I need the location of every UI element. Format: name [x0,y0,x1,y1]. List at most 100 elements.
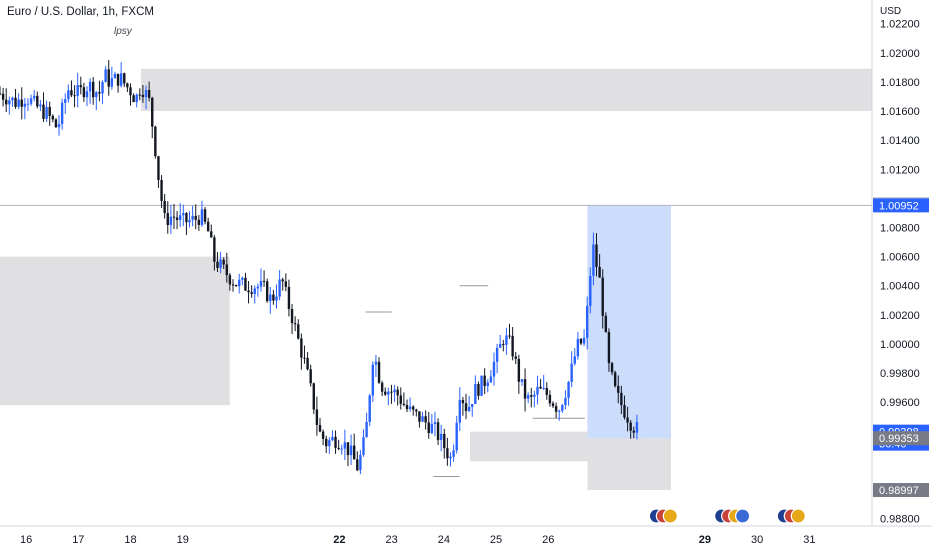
candle [234,284,238,287]
candle [561,404,564,413]
candle [526,392,530,404]
candle [328,437,331,454]
y-tick-label: 1.02200 [880,19,920,31]
zone-3 [587,438,671,491]
candle [265,278,269,303]
candle [349,434,353,465]
y-tick-label: 0.99600 [880,397,920,409]
candle [64,93,67,114]
x-tick-label: 31 [803,534,815,546]
candle [275,284,278,309]
candle [54,118,58,128]
candle [241,276,244,286]
candle [585,296,589,350]
x-tick-label: 23 [385,534,397,546]
economic-event-icon[interactable] [714,508,751,524]
candle [70,80,73,97]
candle [101,80,104,104]
candle [11,96,14,107]
candle [88,78,92,104]
candle [439,424,443,452]
annotation-label: lpsy [114,26,132,37]
candle [418,411,421,428]
candle [489,369,493,383]
candle [147,81,151,102]
candle [175,210,179,230]
x-tick-label: 19 [177,534,189,546]
x-tick-label: 16 [20,534,32,546]
candle [374,354,378,378]
candle [116,73,120,93]
candle [635,414,639,440]
candle [194,204,197,230]
candle [505,327,508,355]
x-tick-label: 26 [542,534,554,546]
candle [573,348,576,366]
candle [123,72,126,88]
candle [303,345,306,364]
candle [293,316,297,332]
candle [467,395,471,413]
candle [51,114,55,123]
zone-4 [587,205,671,439]
candle [393,384,396,402]
candle [325,435,328,453]
candle [191,205,194,227]
candle [377,357,381,384]
candles-layer [0,60,639,475]
candle [48,101,51,126]
candle [85,86,89,107]
zone-1 [0,256,230,406]
candle [39,99,42,111]
y-tick-label: 1.00400 [880,281,920,293]
y-tick-label: 1.01400 [880,135,920,147]
x-tick-label: 22 [333,534,345,546]
candle [135,93,138,108]
candle [421,412,424,423]
candle [300,333,303,370]
candle [356,451,359,472]
price-label: 1.00952 [873,198,929,213]
candle [362,429,365,457]
candle [169,204,173,234]
candle [309,364,312,387]
candle [530,387,533,408]
economic-event-icon[interactable] [776,508,806,524]
candle [138,88,142,101]
candle [511,327,514,361]
candle [446,437,449,466]
candle [259,268,263,292]
candle [244,272,247,291]
y-tick-label: 1.00600 [880,252,920,264]
x-tick-label: 24 [438,534,450,546]
candle [595,233,598,277]
economic-event-icon[interactable] [648,508,678,524]
candle [331,430,334,442]
candle [533,390,536,408]
candle [520,379,524,386]
candle [607,328,611,372]
candle [238,273,241,294]
candle [384,387,387,396]
candle [206,217,210,232]
candle [216,252,219,272]
candle [154,125,157,159]
candle [228,273,232,291]
x-tick-label: 18 [124,534,136,546]
candle [508,323,511,339]
level-lines-layer [365,285,585,477]
price-label-text: 1.00952 [879,200,919,212]
candle [514,352,517,364]
candle [334,430,337,454]
candle [623,395,626,420]
candle [567,380,570,406]
candle [0,86,2,96]
candle [415,408,418,417]
candle [346,442,350,467]
candle [312,382,315,415]
candle [424,410,427,430]
candle [315,396,319,436]
